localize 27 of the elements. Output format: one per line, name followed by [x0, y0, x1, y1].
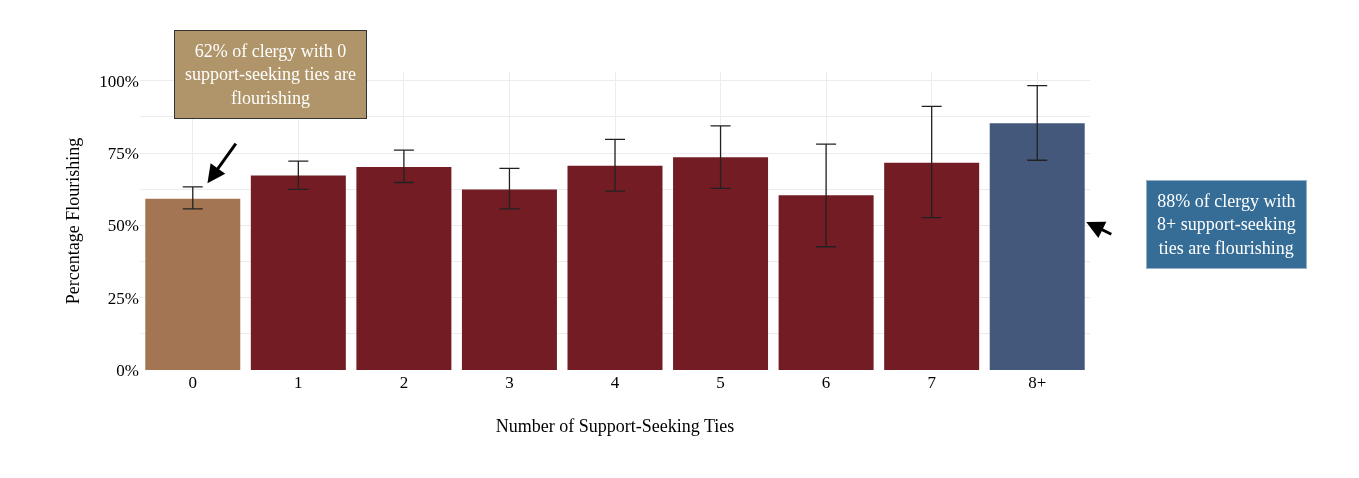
x-tick-label: 0	[188, 373, 198, 392]
y-tick-label: 25%	[107, 288, 139, 308]
x-tick-label: 3	[505, 373, 514, 392]
x-tick-label: 1	[294, 373, 303, 392]
bar	[250, 175, 346, 370]
y-axis-title: Percentage Flourishing	[62, 137, 83, 305]
y-tick-label: 75%	[107, 143, 139, 163]
x-tick-label: 4	[610, 373, 620, 392]
x-tick-label: 7	[927, 373, 937, 392]
text: 88% of clergy with 8+ support-seeking ties are flourishing	[1157, 191, 1296, 258]
y-tick-label: 0%	[116, 360, 139, 380]
y-tick-label: 100%	[99, 71, 139, 91]
bar	[673, 157, 769, 370]
bar	[884, 162, 980, 370]
bar	[461, 189, 557, 370]
bar	[145, 198, 241, 370]
x-tick-label: 5	[716, 373, 725, 392]
bar	[356, 166, 452, 370]
x-tick-label: 6	[821, 373, 831, 392]
x-tick-label: 8+	[1028, 373, 1047, 392]
x-tick-label: 2	[399, 373, 409, 392]
bar	[778, 195, 874, 370]
bar	[567, 165, 663, 370]
y-tick-label: 50%	[107, 216, 139, 236]
bar	[989, 123, 1085, 370]
annotation: 62% of clergy with 0 support-seeking ties are flourishing	[185, 41, 356, 108]
x-axis-title: Number of Support-Seeking Ties	[495, 416, 735, 437]
